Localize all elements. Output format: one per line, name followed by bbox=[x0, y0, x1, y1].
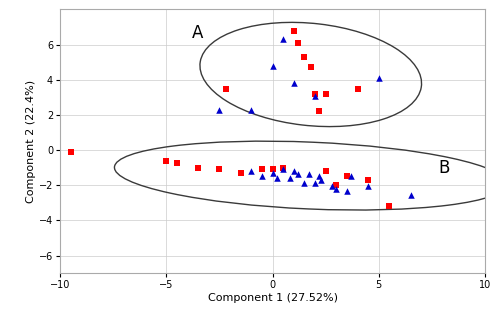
Point bbox=[311, 91, 319, 96]
Point bbox=[268, 63, 276, 68]
Text: B: B bbox=[438, 159, 450, 177]
Point bbox=[162, 158, 170, 163]
Point bbox=[236, 171, 244, 176]
Point bbox=[316, 174, 324, 179]
Point bbox=[406, 192, 414, 198]
Point bbox=[343, 174, 351, 179]
Point bbox=[279, 165, 287, 170]
Point bbox=[304, 171, 312, 176]
Point bbox=[66, 149, 74, 154]
Point bbox=[386, 204, 394, 209]
Point bbox=[322, 91, 330, 96]
Point bbox=[279, 167, 287, 172]
Point bbox=[354, 86, 362, 91]
Point bbox=[347, 174, 355, 179]
Point bbox=[294, 40, 302, 45]
Y-axis label: Component 2 (22.4%): Component 2 (22.4%) bbox=[26, 80, 36, 203]
Point bbox=[311, 180, 319, 185]
Point bbox=[258, 166, 266, 171]
Point bbox=[343, 188, 351, 193]
Point bbox=[318, 177, 326, 182]
Point bbox=[273, 176, 281, 181]
Point bbox=[316, 109, 324, 114]
Point bbox=[307, 65, 315, 70]
Point bbox=[364, 177, 372, 182]
Point bbox=[194, 165, 202, 170]
Point bbox=[248, 107, 256, 112]
Point bbox=[173, 161, 181, 166]
Point bbox=[375, 75, 383, 80]
Point bbox=[268, 167, 276, 172]
Point bbox=[332, 186, 340, 191]
Point bbox=[364, 184, 372, 189]
Point bbox=[286, 176, 294, 181]
Point bbox=[216, 107, 224, 112]
Point bbox=[300, 54, 308, 59]
Text: A: A bbox=[192, 24, 203, 41]
Point bbox=[258, 174, 266, 179]
Point bbox=[290, 169, 298, 174]
Point bbox=[222, 86, 230, 91]
Point bbox=[248, 169, 256, 174]
Point bbox=[290, 81, 298, 86]
Point bbox=[279, 37, 287, 42]
Point bbox=[328, 184, 336, 189]
Point bbox=[294, 171, 302, 176]
Point bbox=[268, 171, 276, 176]
Point bbox=[311, 93, 319, 98]
Point bbox=[300, 180, 308, 185]
Point bbox=[216, 166, 224, 171]
Point bbox=[290, 28, 298, 33]
Point bbox=[332, 183, 340, 188]
X-axis label: Component 1 (27.52%): Component 1 (27.52%) bbox=[208, 293, 338, 303]
Point bbox=[322, 169, 330, 174]
